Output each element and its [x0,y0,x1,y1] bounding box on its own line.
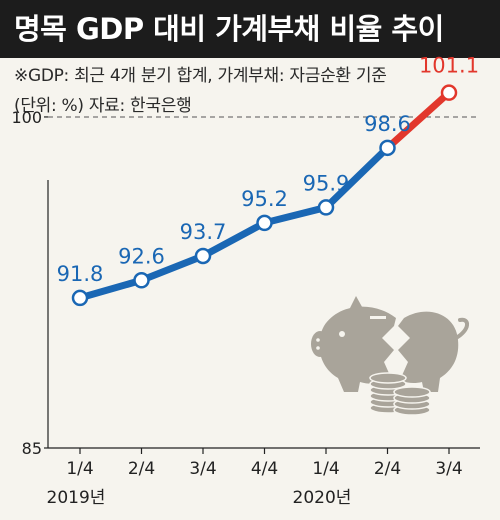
data-label: 91.8 [57,262,104,286]
footnote-definition: ※GDP: 최근 4개 분기 합계, 가계부채: 자금순환 기준 [14,66,387,86]
data-label: 95.9 [303,171,350,195]
data-label: 92.6 [118,244,165,268]
year-label: 2020년 [293,488,352,508]
data-label: 98.6 [364,112,411,136]
x-tick-label: 1/4 [312,459,339,479]
data-point [71,289,89,307]
unit-and-source: (단위: %) 자료: 한국은행 [14,96,192,116]
data-label: 93.7 [180,220,227,244]
data-point [194,247,212,265]
x-tick-label: 2/4 [374,459,401,479]
x-tick-label: 3/4 [435,459,462,479]
series-line-highlight-segment [384,89,453,152]
x-tick-label: 2/4 [128,459,155,479]
y-tick-label: 85 [22,439,42,458]
data-point-highlight [440,84,458,101]
data-point [133,272,150,289]
series-line [76,144,391,302]
chart-title: 명목 GDP 대비 가계부채 비율 추이 [14,12,444,46]
y-tick-label: 100 [11,108,42,127]
broken-piggy-bank-icon [311,296,469,392]
data-point [379,139,396,157]
data-point [256,214,273,232]
x-tick-label: 1/4 [66,459,93,479]
data-point [317,199,335,216]
title-bar: 명목 GDP 대비 가계부채 비율 추이 [0,0,500,58]
data-label-highlight: 101.1 [419,54,479,78]
coin-stack-icon [369,372,431,416]
data-label: 95.2 [241,187,288,211]
x-tick-label: 3/4 [189,459,216,479]
year-label: 2019년 [47,488,106,508]
x-tick-label: 4/4 [251,459,278,479]
